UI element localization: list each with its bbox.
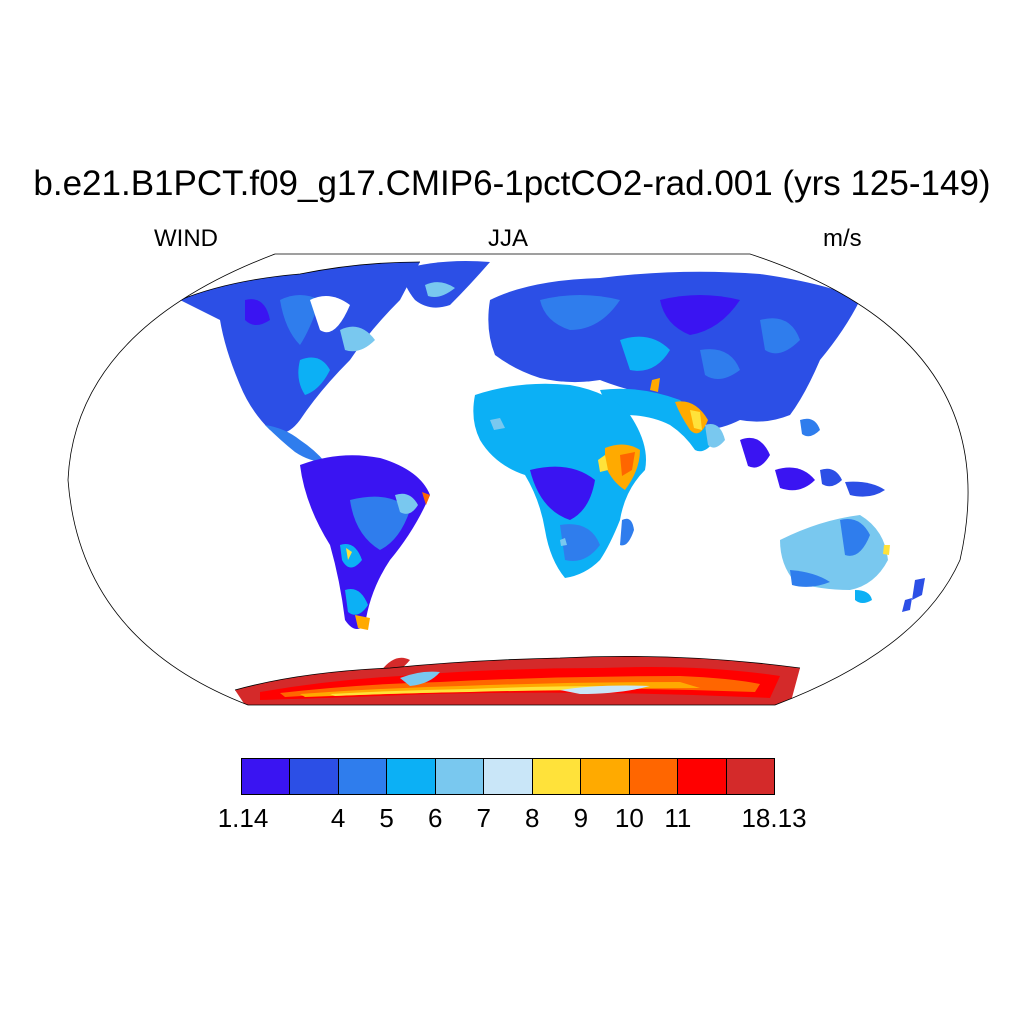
madagascar-region [620,518,634,546]
colorbar-tick-label: 1.14 [217,803,269,833]
greenland-region [400,261,490,308]
colorbar-box [242,759,291,794]
colorbar-box [581,759,630,794]
colorbar-box [484,759,533,794]
colorbar-tick-label: 9 [573,803,589,833]
colorbar-box [532,759,582,794]
colorbar-box [387,759,436,794]
south-america-region [300,455,430,630]
colorbar-box [726,759,774,794]
colorbar [241,758,775,795]
colorbar-tick-label: 7 [476,803,491,833]
new-zealand-region [902,578,925,612]
colorbar-tick-label: 4 [330,803,346,833]
map-outline [67,253,969,706]
season-label: JJA [488,225,529,252]
africa-region [473,383,646,578]
australia-region [780,515,890,603]
plot-title: b.e21.B1PCT.f09_g17.CMIP6-1pctCO2-rad.00… [33,164,991,203]
colorbar-tick-label: 10 [614,803,644,833]
antarctica-region [234,655,801,705]
colorbar-box [290,759,339,794]
colorbar-tick-label: 5 [379,803,394,833]
south-asia-region [600,388,725,452]
north-america-region [179,261,421,434]
colorbar-box [338,759,388,794]
units-label: m/s [823,225,862,252]
colorbar-box [435,759,485,794]
colorbar-tick-label: 18.13 [741,803,807,833]
southeast-asia-region [740,418,885,497]
colorbar-tick-label: 8 [525,803,540,833]
colorbar-tick-label: 6 [427,803,443,833]
colorbar-box [629,759,679,794]
colorbar-box [678,759,727,794]
central-america-region [265,425,325,462]
colorbar-tick-label: 11 [664,803,692,833]
eurasia-region [488,271,860,429]
variable-label: WIND [154,225,218,252]
